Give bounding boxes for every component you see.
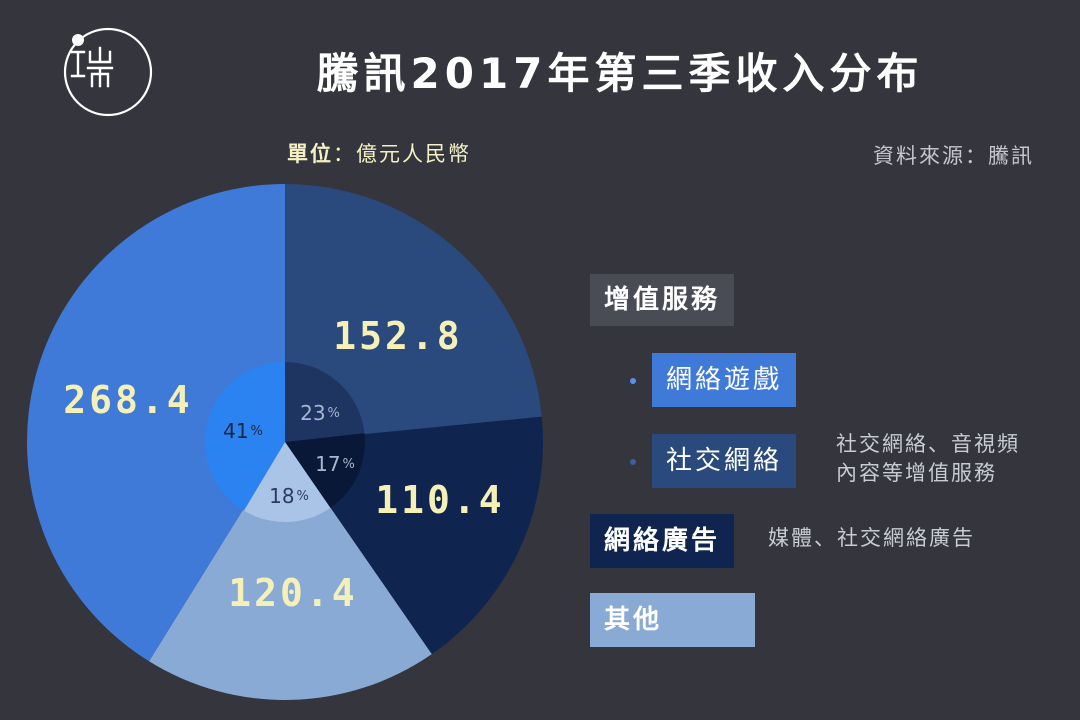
- legend-ads-note: 媒體、社交網絡廣告: [768, 526, 975, 550]
- slice-value-label: 110.4: [375, 478, 504, 522]
- unit-note: 單位：億元人民幣: [287, 138, 471, 168]
- outer-slice: [149, 442, 432, 700]
- legend-other: 其他: [590, 593, 755, 647]
- outer-slice: [285, 184, 542, 442]
- inner-slice: [285, 362, 365, 442]
- inner-slice: [204, 362, 285, 511]
- slice-value-label: 268.4: [63, 378, 192, 422]
- unit-value: ：億元人民幣: [333, 142, 471, 166]
- legend-social-networks: 社交網絡: [652, 434, 797, 488]
- social-note-line1: 社交網絡、音視頻: [836, 432, 1020, 456]
- percent-sign: %: [297, 489, 309, 504]
- legend-online-games: 網絡遊戲: [652, 353, 797, 407]
- percent-sign: %: [251, 424, 263, 439]
- legend-social-note: 社交網絡、音視頻 內容等增值服務: [836, 430, 1020, 489]
- slice-value-label: 152.8: [333, 314, 462, 358]
- slice-value-label: 120.4: [228, 571, 357, 615]
- percent-sign: %: [343, 457, 355, 472]
- legend-addon-services: 增值服務: [590, 274, 735, 326]
- chart-title: 騰訊2017年第三季收入分布: [316, 49, 924, 98]
- legend-bullet-games: [630, 378, 636, 384]
- outer-slice: [27, 184, 285, 662]
- inner-slice: [243, 442, 331, 522]
- social-note-line2: 內容等增值服務: [836, 461, 997, 486]
- unit-label: 單位: [287, 142, 333, 166]
- percent-sign: %: [328, 406, 340, 421]
- source-note: 資料來源：騰訊: [873, 144, 1034, 168]
- brand-logo: [63, 27, 153, 117]
- legend-online-ads: 網絡廣告: [590, 514, 735, 568]
- legend-bullet-social: [630, 459, 636, 465]
- inner-slice: [285, 433, 365, 508]
